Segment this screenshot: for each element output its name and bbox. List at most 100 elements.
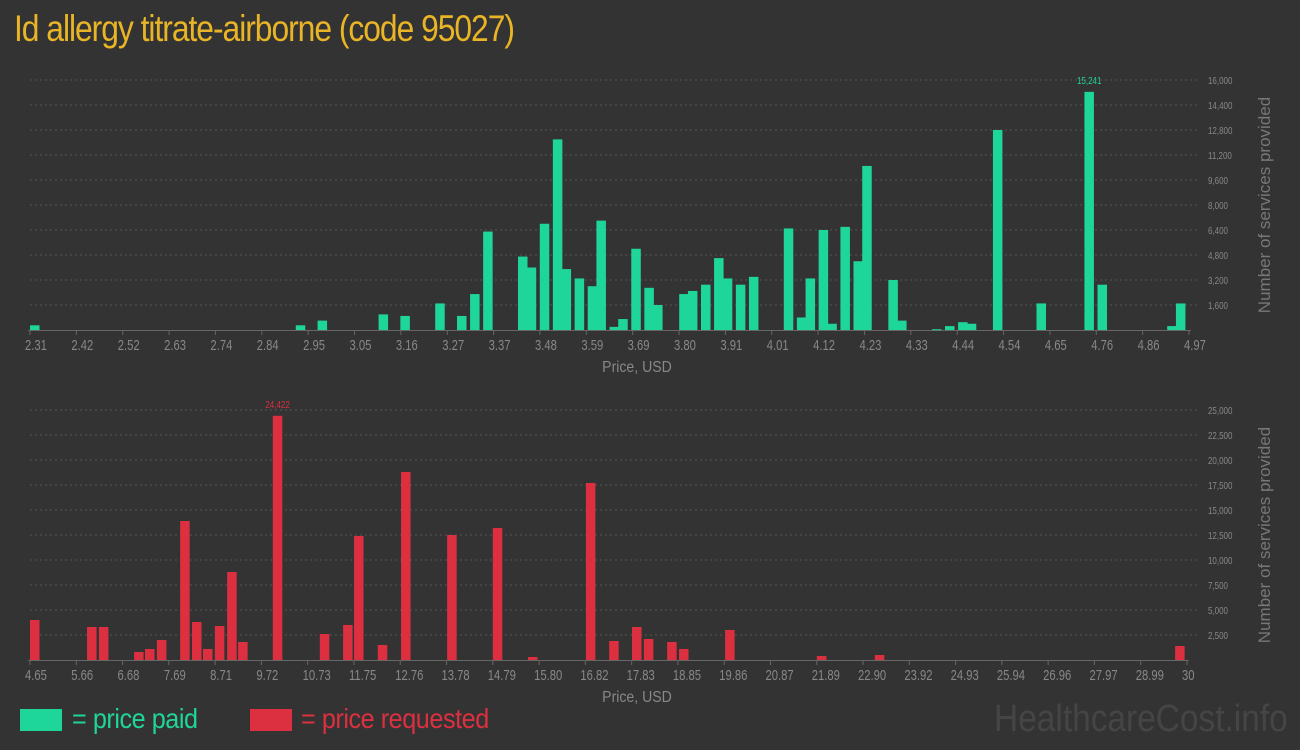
y-tick-label: 4,800 bbox=[1208, 250, 1228, 261]
bar bbox=[354, 536, 364, 660]
bar bbox=[539, 223, 550, 330]
x-tick-label: 2.84 bbox=[257, 336, 279, 353]
x-tick-label: 3.80 bbox=[674, 336, 696, 353]
x-tick-label: 23.92 bbox=[904, 666, 932, 683]
bar bbox=[596, 220, 606, 330]
bar bbox=[180, 521, 190, 660]
bar bbox=[783, 228, 794, 330]
bar bbox=[526, 267, 537, 330]
y-tick-label: 22,500 bbox=[1208, 430, 1232, 441]
bar bbox=[30, 620, 40, 660]
x-tick-label: 22.90 bbox=[858, 666, 886, 683]
x-tick-label: 15.80 bbox=[534, 666, 562, 683]
y-tick-label: 9,600 bbox=[1208, 175, 1228, 186]
bar bbox=[552, 139, 563, 330]
bar bbox=[319, 634, 330, 660]
bar bbox=[653, 305, 663, 330]
bar bbox=[796, 317, 807, 330]
x-tick-label: 25.94 bbox=[997, 666, 1025, 683]
bar bbox=[483, 231, 493, 330]
x-tick-label: 3.59 bbox=[581, 336, 603, 353]
y-tick-label: 3,200 bbox=[1208, 275, 1228, 286]
bar bbox=[1175, 303, 1186, 330]
x-tick-label: 5.66 bbox=[71, 666, 93, 683]
y-tick-label: 5,000 bbox=[1208, 605, 1228, 616]
x-tick-label: 2.31 bbox=[25, 336, 47, 353]
bar bbox=[1167, 326, 1177, 330]
bar bbox=[687, 290, 698, 330]
bar bbox=[679, 649, 689, 660]
y-tick-label: 14,400 bbox=[1208, 100, 1232, 111]
bar bbox=[145, 649, 155, 660]
y-tick-label: 6,400 bbox=[1208, 225, 1228, 236]
x-tick-label: 4.76 bbox=[1091, 336, 1113, 353]
x-tick-label: 3.91 bbox=[720, 336, 742, 353]
x-tick-label: 3.05 bbox=[350, 336, 372, 353]
bar bbox=[378, 314, 389, 330]
bar bbox=[343, 625, 353, 660]
x-tick-label: 12.76 bbox=[395, 666, 423, 683]
bar bbox=[518, 256, 528, 330]
y-tick-label: 25,000 bbox=[1208, 405, 1232, 416]
x-tick-label: 9.72 bbox=[256, 666, 278, 683]
x-tick-label: 4.01 bbox=[767, 336, 789, 353]
y-tick-label: 12,500 bbox=[1208, 530, 1232, 541]
x-tick-label: 16.82 bbox=[580, 666, 608, 683]
x-tick-label: 4.65 bbox=[25, 666, 47, 683]
bar bbox=[492, 528, 503, 660]
x-tick-label: 10.73 bbox=[303, 666, 331, 683]
x-tick-label: 17.83 bbox=[627, 666, 655, 683]
x-tick-label: 21.89 bbox=[812, 666, 840, 683]
bar bbox=[609, 326, 620, 330]
bar bbox=[227, 572, 237, 660]
y-tick-label: 8,000 bbox=[1208, 200, 1228, 211]
bar bbox=[1175, 646, 1185, 660]
x-tick-label: 2.74 bbox=[210, 336, 232, 353]
x-tick-label: 3.48 bbox=[535, 336, 557, 353]
bar bbox=[192, 622, 202, 660]
x-tick-label: 4.65 bbox=[1045, 336, 1067, 353]
bar bbox=[98, 627, 109, 660]
max-value-label: 24,422 bbox=[265, 399, 289, 410]
bar bbox=[272, 415, 283, 660]
x-tick-label: 2.63 bbox=[164, 336, 186, 353]
legend-requested-label: = price requested bbox=[301, 703, 489, 734]
bar bbox=[966, 323, 977, 330]
bar bbox=[725, 630, 735, 660]
y-tick-label: 11,200 bbox=[1208, 150, 1232, 161]
x-tick-label: 6.68 bbox=[118, 666, 140, 683]
bar bbox=[87, 627, 97, 660]
bar bbox=[701, 284, 711, 330]
bar bbox=[470, 294, 480, 330]
bar bbox=[585, 483, 596, 660]
bar bbox=[748, 276, 759, 330]
bar bbox=[377, 645, 388, 660]
bar bbox=[874, 655, 885, 660]
y-axis-title: Number of services provided bbox=[1255, 427, 1274, 643]
x-tick-label: 3.27 bbox=[442, 336, 464, 353]
bar bbox=[317, 320, 328, 330]
bar bbox=[447, 535, 457, 660]
x-tick-label: 28.99 bbox=[1136, 666, 1164, 683]
bar bbox=[992, 130, 1003, 330]
page-title: Id allergy titrate-airborne (code 95027) bbox=[14, 8, 515, 49]
bar bbox=[238, 642, 248, 660]
max-value-label: 15,241 bbox=[1077, 75, 1101, 86]
x-tick-label: 7.69 bbox=[164, 666, 186, 683]
bar bbox=[888, 280, 898, 330]
x-tick-label: 26.96 bbox=[1043, 666, 1071, 683]
x-tick-label: 11.75 bbox=[349, 666, 376, 683]
bar bbox=[643, 639, 654, 660]
bar bbox=[609, 641, 619, 660]
bar bbox=[805, 278, 816, 330]
x-tick-label: 3.16 bbox=[396, 336, 418, 353]
x-tick-label: 18.85 bbox=[673, 666, 701, 683]
y-tick-label: 10,000 bbox=[1208, 555, 1232, 566]
legend-paid-swatch bbox=[20, 709, 62, 731]
bar bbox=[30, 325, 40, 330]
y-tick-label: 16,000 bbox=[1208, 75, 1232, 86]
y-tick-label: 20,000 bbox=[1208, 455, 1232, 466]
x-tick-label: 3.69 bbox=[628, 336, 650, 353]
bar bbox=[931, 329, 942, 331]
